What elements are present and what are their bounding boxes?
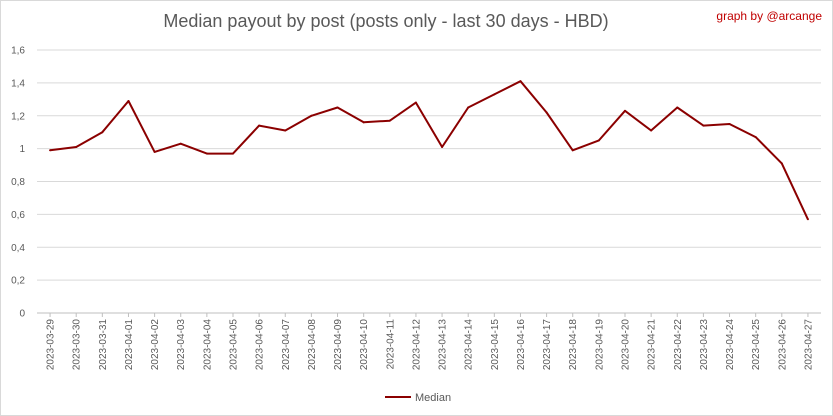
data-point <box>702 124 705 127</box>
x-tick-label: 2023-04-12 <box>411 319 422 371</box>
x-tick-label: 2023-04-04 <box>202 319 213 371</box>
credit-label: graph by @arcange <box>716 9 822 23</box>
data-point <box>519 80 522 83</box>
x-tick-label: 2023-04-08 <box>307 319 318 371</box>
data-point <box>179 142 182 145</box>
x-tick-label: 2023-04-13 <box>438 319 449 371</box>
data-point <box>310 114 313 117</box>
x-tick-label: 2023-03-30 <box>72 319 83 371</box>
y-tick-label: 0,6 <box>11 210 25 221</box>
data-point <box>545 111 548 114</box>
chart-title: Median payout by post (posts only - last… <box>163 11 609 31</box>
x-tick-label: 2023-04-06 <box>255 319 266 371</box>
x-tick-label: 2023-04-26 <box>777 319 788 371</box>
x-tick-label: 2023-04-11 <box>385 319 396 370</box>
x-tick-label: 2023-04-02 <box>150 319 161 371</box>
x-tick-label: 2023-03-29 <box>46 319 57 371</box>
data-point <box>127 99 130 102</box>
data-point <box>597 139 600 142</box>
x-tick-label: 2023-04-07 <box>281 319 292 371</box>
y-tick-label: 0,2 <box>11 276 25 287</box>
x-tick-label: 2023-04-23 <box>699 319 710 371</box>
y-tick-label: 0 <box>19 309 25 320</box>
x-tick-label: 2023-04-01 <box>124 319 135 371</box>
data-point <box>101 131 104 134</box>
x-tick-label: 2023-04-14 <box>464 319 475 371</box>
x-tick-label: 2023-03-31 <box>98 319 109 371</box>
x-tick-label: 2023-04-24 <box>725 319 736 371</box>
data-point <box>650 129 653 132</box>
data-point <box>362 121 365 124</box>
data-point <box>728 122 731 125</box>
data-point <box>441 145 444 148</box>
data-point <box>467 106 470 109</box>
y-tick-label: 1,6 <box>11 46 25 57</box>
x-tick-label: 2023-04-25 <box>751 319 762 371</box>
data-point <box>153 150 156 153</box>
x-tick-label: 2023-04-15 <box>490 319 501 371</box>
x-tick-label: 2023-04-05 <box>229 319 240 371</box>
legend-label: Median <box>415 392 451 404</box>
data-point <box>414 101 417 104</box>
y-tick-label: 0,8 <box>11 177 25 188</box>
x-tick-label: 2023-04-16 <box>516 319 527 371</box>
data-point <box>336 106 339 109</box>
data-point <box>232 152 234 155</box>
data-point <box>205 152 208 155</box>
data-point <box>388 119 391 122</box>
x-tick-label: 2023-04-17 <box>542 319 553 371</box>
data-point <box>676 106 679 109</box>
y-tick-label: 1,4 <box>11 78 25 89</box>
data-point <box>258 124 261 127</box>
x-tick-label: 2023-04-03 <box>176 319 187 371</box>
data-point <box>493 93 496 96</box>
data-point <box>780 162 783 165</box>
x-tick-label: 2023-04-22 <box>673 319 684 371</box>
data-point <box>49 149 52 152</box>
data-point <box>284 129 287 132</box>
y-tick-label: 1 <box>19 144 25 155</box>
data-point <box>75 145 78 148</box>
y-tick-label: 0,4 <box>11 243 25 254</box>
data-point <box>754 136 757 139</box>
x-tick-label: 2023-04-18 <box>568 319 579 371</box>
y-tick-label: 1,2 <box>11 111 25 122</box>
x-tick-label: 2023-04-27 <box>803 319 814 371</box>
x-tick-label: 2023-04-09 <box>333 319 344 371</box>
series-line-median <box>49 80 809 220</box>
data-point <box>624 109 626 112</box>
x-tick-label: 2023-04-21 <box>647 319 658 371</box>
x-tick-label: 2023-04-10 <box>359 319 370 371</box>
data-point <box>806 218 809 221</box>
data-point <box>571 149 574 152</box>
x-tick-label: 2023-04-19 <box>594 319 605 371</box>
x-tick-label: 2023-04-20 <box>621 319 632 371</box>
